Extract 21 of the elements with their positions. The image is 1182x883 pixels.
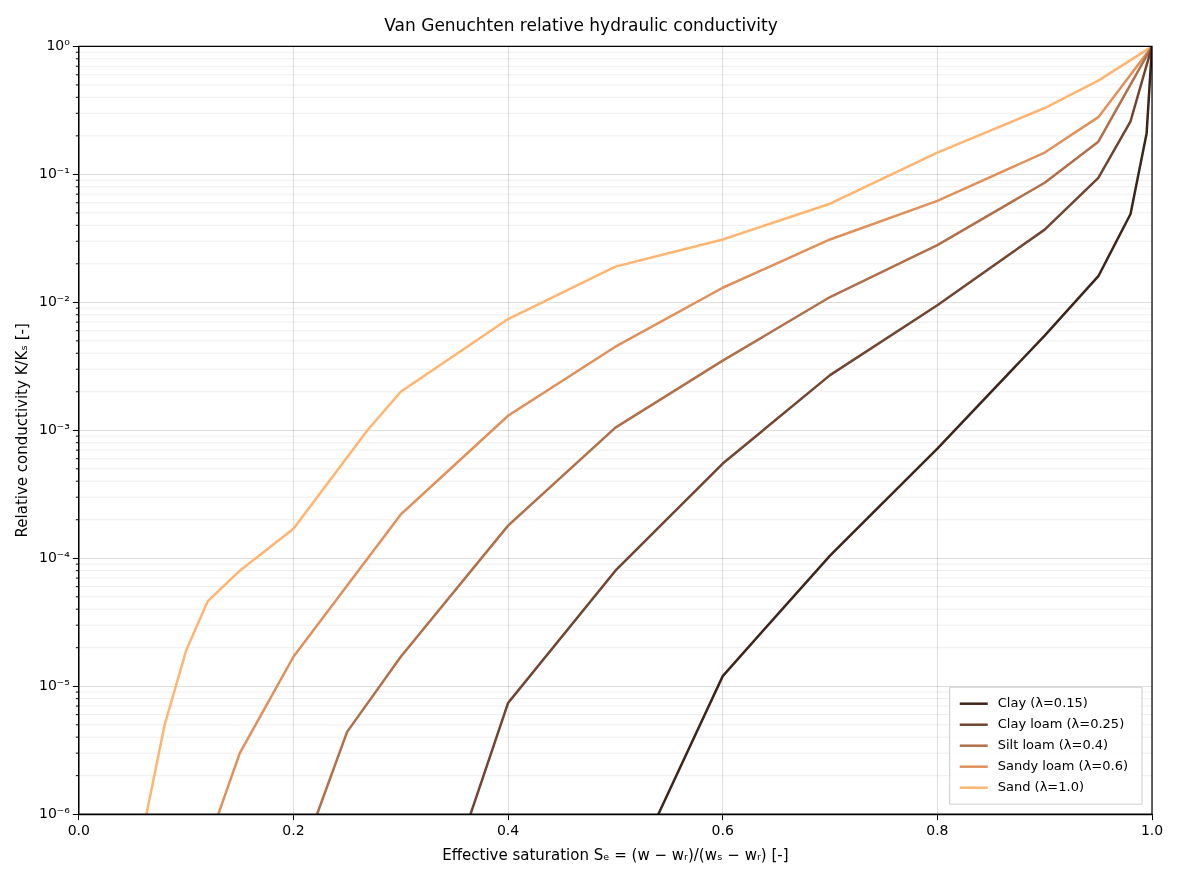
legend-label: Clay loam (λ=0.25) (997, 716, 1125, 732)
x-tick-label: 1.0 (1140, 822, 1164, 839)
x-axis-title: Effective saturation Sₑ = (w − wᵣ)/(wₛ − wᵣ) [-] (442, 845, 789, 864)
y-tick-label: 10⁻² (38, 292, 70, 309)
y-tick-label: 10⁻¹ (38, 165, 70, 182)
x-tick-label: 0.2 (282, 822, 305, 839)
y-tick-label: 10⁻⁶ (38, 804, 71, 821)
x-tick-label: 0.4 (496, 822, 520, 839)
y-tick-label: 10⁰ (46, 37, 71, 54)
legend-label: Clay (λ=0.15) (997, 695, 1088, 711)
legend-label: Sand (λ=1.0) (997, 779, 1084, 795)
chart-title: Van Genuchten relative hydraulic conductivity (384, 14, 778, 35)
x-tick-label: 0.6 (711, 822, 734, 839)
y-tick-label: 10⁻⁴ (38, 548, 71, 565)
y-tick-label: 10⁻³ (38, 420, 70, 437)
legend-label: Sandy loam (λ=0.6) (997, 758, 1129, 774)
x-tick-label: 0.8 (926, 822, 949, 839)
x-tick-label: 0.0 (67, 822, 90, 839)
y-tick-label: 10⁻⁵ (38, 676, 70, 693)
legend-label: Silt loam (λ=0.4) (997, 737, 1109, 753)
y-axis-title: Relative conductivity K/Kₛ [-] (12, 323, 31, 538)
